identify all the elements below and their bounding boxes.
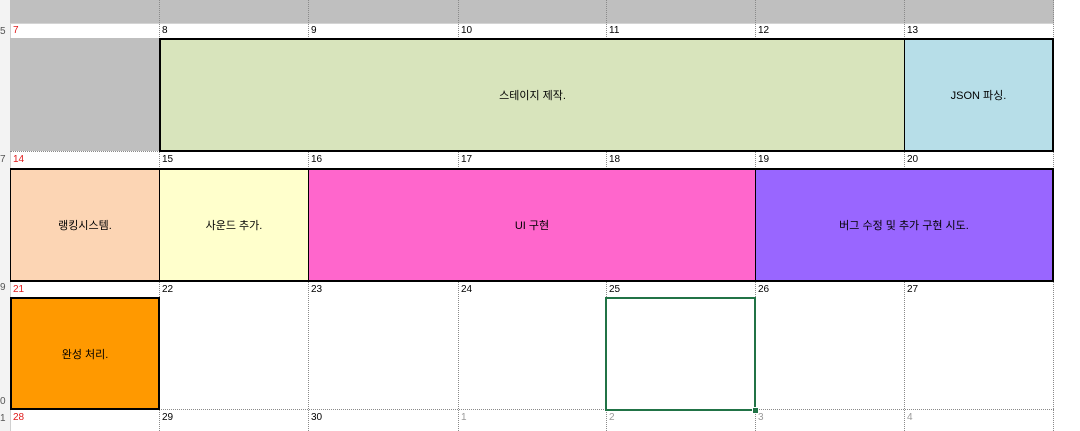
- day-number[interactable]: 16: [311, 154, 323, 165]
- day-number[interactable]: 12: [758, 25, 770, 36]
- day-number[interactable]: 3: [758, 412, 764, 423]
- event-add-sound[interactable]: 사운드 추가.: [159, 168, 309, 282]
- day-number[interactable]: 13: [907, 25, 919, 36]
- day-number[interactable]: 24: [461, 284, 473, 295]
- day-number[interactable]: 10: [461, 25, 473, 36]
- row-divider: [10, 23, 1054, 24]
- event-label: 랭킹시스템.: [58, 220, 112, 232]
- day-number[interactable]: 30: [311, 412, 323, 423]
- day-number[interactable]: 7: [13, 25, 19, 36]
- day-number[interactable]: 29: [162, 412, 174, 423]
- row-number[interactable]: 5: [0, 27, 6, 37]
- event-json-parsing[interactable]: JSON 파싱.: [904, 38, 1054, 152]
- day-number[interactable]: 19: [758, 154, 770, 165]
- row-divider: [10, 409, 1054, 410]
- event-label: 사운드 추가.: [205, 220, 263, 232]
- event-ranking-system[interactable]: 랭킹시스템.: [10, 168, 160, 282]
- day-number[interactable]: 21: [13, 284, 25, 295]
- day-number[interactable]: 25: [609, 284, 621, 295]
- row-number[interactable]: 1: [0, 414, 6, 424]
- event-ui-implementation[interactable]: UI 구현: [308, 168, 756, 282]
- fill-handle[interactable]: [752, 407, 759, 414]
- row-number[interactable]: 0: [0, 397, 6, 407]
- day-number[interactable]: 28: [13, 412, 25, 423]
- event-bug-fix[interactable]: 버그 수정 및 추가 구현 시도.: [755, 168, 1054, 282]
- event-label: UI 구현: [514, 220, 550, 232]
- day-number[interactable]: 18: [609, 154, 621, 165]
- day-number[interactable]: 1: [461, 412, 467, 423]
- day-number[interactable]: 14: [13, 154, 25, 165]
- row-number[interactable]: 9: [0, 283, 6, 293]
- event-label: 버그 수정 및 추가 구현 시도.: [839, 220, 969, 232]
- event-stage-creation[interactable]: 스테이지 제작.: [159, 38, 905, 152]
- day-number[interactable]: 8: [162, 25, 168, 36]
- day-number[interactable]: 9: [311, 25, 317, 36]
- day-number[interactable]: 20: [907, 154, 919, 165]
- row-number[interactable]: 7: [0, 155, 6, 165]
- day-number[interactable]: 27: [907, 284, 919, 295]
- day-number[interactable]: 26: [758, 284, 770, 295]
- day-number[interactable]: 2: [609, 412, 615, 423]
- day-number[interactable]: 15: [162, 154, 174, 165]
- day-number[interactable]: 22: [162, 284, 174, 295]
- event-label: 스테이지 제작.: [499, 90, 566, 102]
- event-completion[interactable]: 완성 처리.: [10, 297, 160, 410]
- day-number[interactable]: 4: [907, 412, 913, 423]
- day-number[interactable]: 17: [461, 154, 473, 165]
- day-number[interactable]: 23: [311, 284, 323, 295]
- header-band: [10, 0, 1054, 23]
- event-label: JSON 파싱.: [950, 90, 1007, 102]
- day-number[interactable]: 11: [609, 25, 620, 36]
- event-label: 완성 처리.: [61, 348, 109, 361]
- sunday-empty-cell[interactable]: [10, 38, 159, 151]
- selected-cell[interactable]: [605, 297, 756, 411]
